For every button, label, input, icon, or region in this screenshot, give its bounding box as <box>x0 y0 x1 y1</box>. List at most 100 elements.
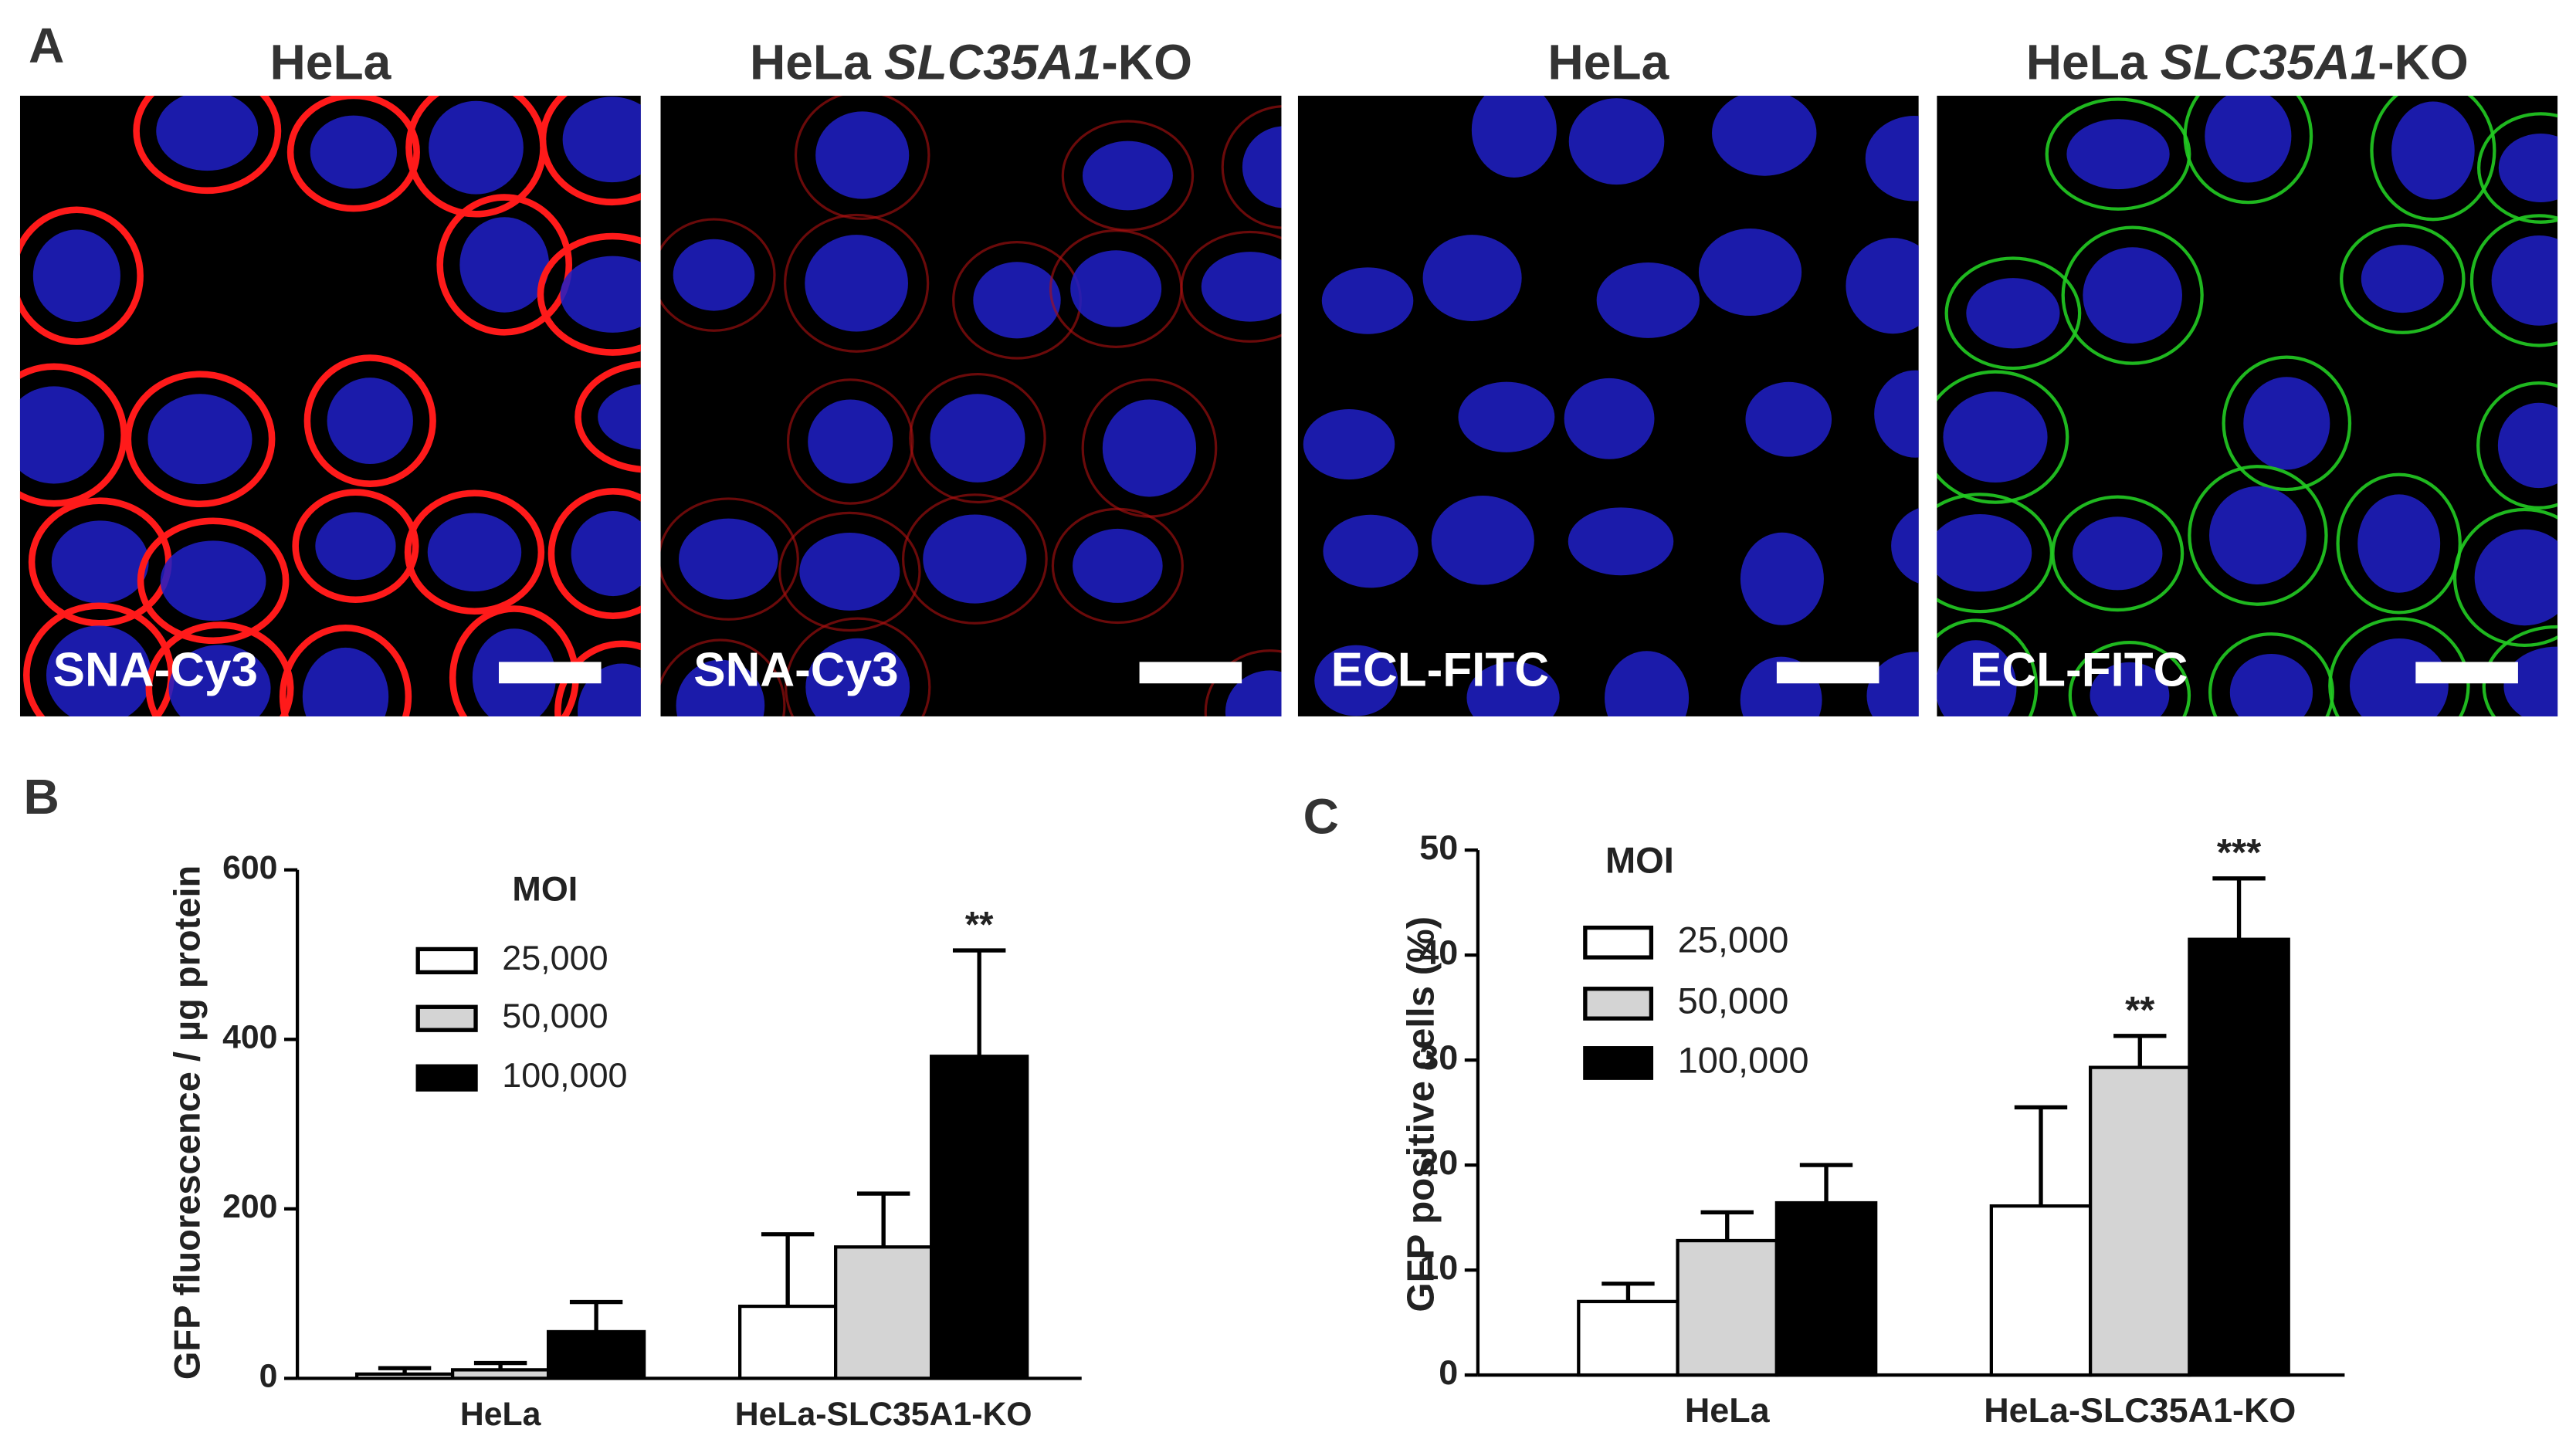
cell-membrane <box>2340 223 2466 334</box>
y-tick-label: 0 <box>259 1358 278 1395</box>
bar <box>930 1055 1029 1380</box>
nucleus <box>676 659 765 716</box>
cell-membrane <box>786 378 914 505</box>
nucleus <box>973 262 1061 339</box>
nucleus <box>427 513 522 592</box>
nucleus <box>1943 391 2048 483</box>
significance-label: ** <box>965 904 994 945</box>
title-part: HeLa <box>2026 34 2148 90</box>
nucleus <box>32 229 120 322</box>
nucleus <box>1866 652 1919 716</box>
nucleus <box>2209 486 2307 585</box>
scale-bar <box>1139 662 1242 684</box>
cell-membrane <box>1944 256 2082 371</box>
nucleus <box>2357 494 2441 593</box>
nucleus <box>1082 141 1173 211</box>
nucleus <box>2391 101 2475 200</box>
cell-membrane <box>19 363 127 507</box>
y-tick-label: 400 <box>222 1019 277 1056</box>
cell-membrane <box>124 371 276 508</box>
y-tick-label: 50 <box>1419 828 1458 867</box>
legend-title: MOI <box>512 869 578 908</box>
nucleus <box>923 514 1027 604</box>
nucleus <box>1323 514 1418 588</box>
legend-title: MOI <box>1605 840 1674 881</box>
nucleus <box>459 217 550 313</box>
bar <box>738 1304 838 1380</box>
cell-membrane <box>145 621 294 716</box>
nucleus <box>1422 235 1522 321</box>
scale-bar <box>2415 662 2518 684</box>
legend-swatch <box>1583 987 1654 1021</box>
significance-label: ** <box>2125 989 2155 1031</box>
bar <box>546 1329 646 1380</box>
y-axis-label: GFP fluorescence / µg protein <box>167 865 208 1380</box>
cell-membrane <box>1937 370 2069 504</box>
y-tick-label: 40 <box>1419 933 1458 972</box>
nucleus <box>1303 408 1395 480</box>
panel-label: C <box>1303 789 1339 845</box>
nucleus <box>1102 399 1197 497</box>
nucleus <box>560 256 641 333</box>
cell-membrane <box>2477 112 2558 224</box>
nucleus <box>1242 126 1282 208</box>
x-tick-label: HeLa-SLC35A1-KO <box>1984 1390 2296 1430</box>
scale-bar <box>1776 662 1879 684</box>
nucleus <box>1568 507 1674 576</box>
nucleus <box>598 384 641 450</box>
x-tick-label: HeLa-SLC35A1-KO <box>735 1396 1032 1433</box>
nucleus <box>1471 96 1557 178</box>
title-part: SLC35A1 <box>884 34 1102 90</box>
legend-label: 100,000 <box>1678 1039 1809 1080</box>
nucleus <box>930 394 1025 483</box>
cell-membrane <box>1937 618 2039 716</box>
bar <box>1577 1299 1679 1377</box>
nucleus <box>1073 528 1163 603</box>
title-part: HeLa <box>750 34 872 90</box>
nucleus <box>1605 651 1690 716</box>
nucleus <box>2229 653 2313 716</box>
nucleus <box>1846 238 1919 334</box>
cell-membrane <box>1051 507 1184 625</box>
nucleus <box>1937 640 2017 716</box>
cell-membrane <box>2336 472 2462 615</box>
micrograph <box>1297 96 1919 716</box>
cell-membrane <box>286 96 420 212</box>
y-tick-label: 0 <box>1439 1353 1458 1392</box>
nucleus <box>2066 119 2170 190</box>
y-tick-label: 10 <box>1419 1248 1458 1287</box>
y-axis-label: GFP positive cells (%) <box>1399 916 1442 1312</box>
cell-membrane <box>660 497 799 621</box>
legend-label: 50,000 <box>502 996 608 1035</box>
cell-membrane <box>2452 507 2558 648</box>
stain-label: ECL-FITC <box>1331 644 1549 697</box>
nucleus <box>1740 532 1824 625</box>
legend-label: 50,000 <box>1678 980 1789 1021</box>
nucleus <box>1201 252 1282 322</box>
nucleus <box>571 511 641 597</box>
nucleus <box>2090 662 2170 716</box>
cell-membrane <box>404 489 545 615</box>
cell-membrane <box>2370 96 2496 222</box>
stain-label: ECL-FITC <box>1970 644 2188 697</box>
cell-membrane <box>2183 96 2313 205</box>
nucleus <box>673 239 755 311</box>
cell-membrane <box>537 232 641 356</box>
nucleus <box>310 115 398 189</box>
cell-membrane <box>2328 617 2470 716</box>
nucleus <box>327 378 413 465</box>
stain-label: SNA-Cy3 <box>693 644 898 697</box>
nucleus <box>815 111 910 199</box>
nucleus <box>1568 98 1665 185</box>
legend-swatch <box>1583 1046 1654 1080</box>
nucleus <box>1745 381 1832 457</box>
bar <box>354 1372 455 1380</box>
nucleus <box>2073 516 2163 591</box>
cell-membrane <box>2469 214 2558 347</box>
nucleus <box>1865 116 1919 201</box>
title-part: -KO <box>1101 34 1192 90</box>
nucleus <box>2361 245 2444 313</box>
cell-membrane <box>909 372 1046 504</box>
cell-membrane <box>1061 120 1195 232</box>
